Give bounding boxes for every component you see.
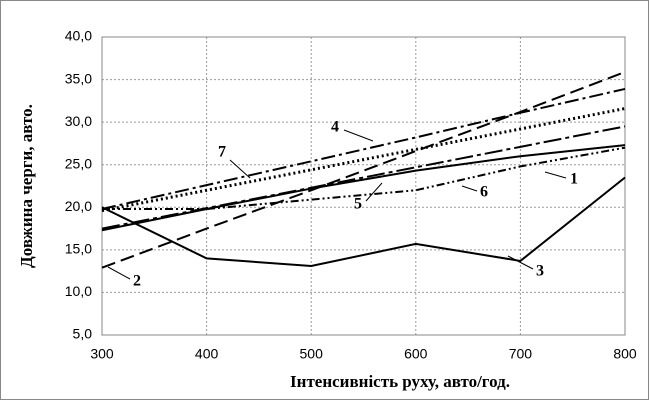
series-label: 6: [480, 184, 488, 201]
y-tick-label: 10,0: [65, 283, 92, 299]
leader-line: [507, 255, 534, 270]
x-tick-label: 600: [404, 346, 428, 362]
series-line: [101, 70, 626, 269]
series-label: 4: [331, 119, 339, 136]
leader-line: [343, 129, 374, 142]
plot-frame: [101, 36, 626, 336]
y-tick-label: 40,0: [65, 28, 92, 44]
series-label: 2: [133, 273, 141, 290]
y-axis-label: Довжина черги, авто.: [17, 104, 36, 268]
leader-line: [461, 185, 478, 192]
x-axis-label: Інтенсивність руху, авто/год.: [290, 372, 510, 391]
x-tick-label: 400: [195, 346, 219, 362]
y-tick-label: 20,0: [65, 198, 92, 214]
x-tick-label: 300: [90, 346, 114, 362]
series-label: 5: [354, 196, 362, 213]
x-tick-label: 500: [300, 346, 324, 362]
y-tick-label: 25,0: [65, 155, 92, 171]
series-line: [102, 146, 626, 210]
series-label: 7: [218, 144, 226, 161]
series-line: [101, 125, 626, 230]
y-tick-label: 5,0: [73, 326, 93, 342]
x-tick-label: 800: [613, 346, 637, 362]
leader-line: [229, 159, 251, 179]
y-tick-label: 30,0: [65, 113, 92, 129]
series-line: [101, 87, 626, 210]
x-tick-label: 700: [509, 346, 533, 362]
series-label: 3: [536, 263, 544, 280]
y-tick-label: 35,0: [65, 70, 92, 86]
series-line: [101, 176, 626, 268]
series-label: 1: [570, 171, 578, 188]
leader-line: [107, 266, 131, 280]
series-line: [101, 144, 626, 232]
series-line: [101, 107, 626, 213]
y-tick-label: 15,0: [65, 241, 92, 257]
leader-line: [365, 182, 383, 202]
leader-line: [544, 171, 567, 179]
